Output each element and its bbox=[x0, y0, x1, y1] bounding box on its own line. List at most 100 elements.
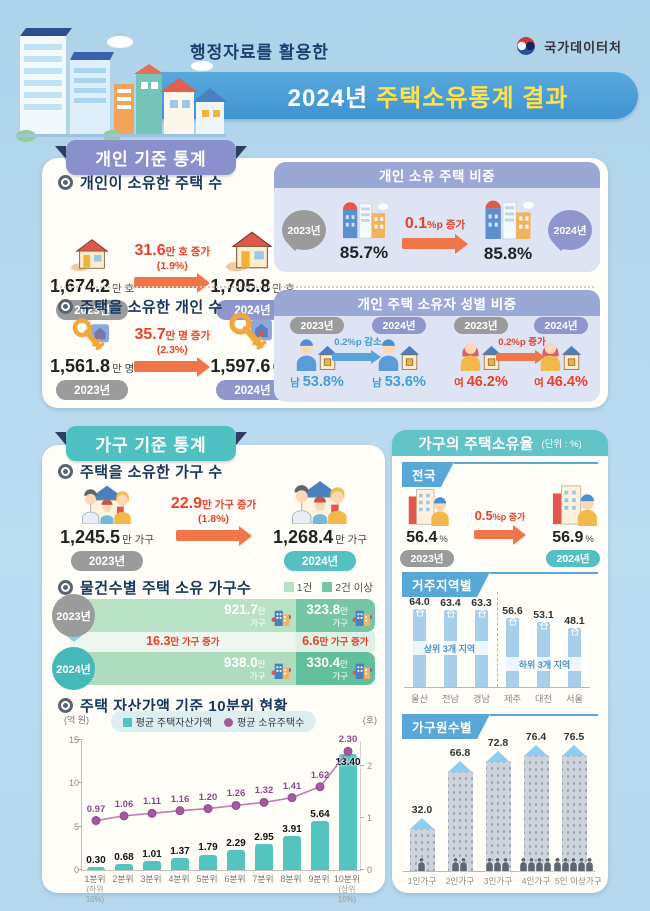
bar bbox=[115, 864, 133, 870]
mini-buildings-icon bbox=[352, 663, 372, 679]
right-tick: 2 bbox=[366, 761, 372, 771]
housing-count-title-row: 개인이 소유한 주택 수 bbox=[58, 172, 223, 193]
size-x-label: 2인가구 bbox=[445, 876, 475, 886]
national-tab-row: 전국 bbox=[402, 462, 598, 487]
property-count-chart: 921.7만 가구 323.8만 가구 2023년 16.3만 가구 증가 6.6만 가구 … bbox=[52, 594, 375, 690]
bar-value-label: 0.68 bbox=[114, 852, 134, 864]
house-glyph-icon bbox=[446, 609, 455, 618]
buildings-icon bbox=[343, 201, 388, 239]
page-title: 주택소유통계 결과 bbox=[376, 85, 569, 112]
agency-name: 국가데이터처 bbox=[544, 39, 622, 55]
person-icon bbox=[535, 857, 544, 872]
share-change-value: 0.1 bbox=[404, 215, 428, 232]
building-person-icon bbox=[552, 485, 597, 526]
owner-change-unit: 만 명 증가 bbox=[165, 330, 211, 342]
person-icon bbox=[485, 857, 494, 872]
national-2023-block: 56.4% 2023년 bbox=[400, 486, 454, 567]
family-house-icon bbox=[81, 485, 131, 524]
buildings-illustration bbox=[16, 28, 227, 142]
region-plot-area: 64.0 63.4 63.3 56.6 53.1 48.1 상위 3개 지역 하위 3개 지역 bbox=[404, 592, 590, 688]
decrease-arrow-icon bbox=[332, 353, 372, 361]
national-2024-block: 56.9% 2024년 bbox=[546, 482, 600, 567]
female-change-value: 0.2 bbox=[498, 337, 512, 348]
owner-count-title-row: 주택을 소유한 개인 수 bbox=[58, 296, 223, 317]
legend-item: 2건 이상 bbox=[322, 580, 373, 595]
tick-mark bbox=[78, 739, 82, 740]
property-count-legend: 1건 2건 이상 bbox=[283, 580, 373, 595]
ribbon-fold-right bbox=[236, 146, 247, 159]
tick-mark bbox=[78, 869, 82, 870]
change-strip: 16.3만 가구 증가 6.6만 가구 증가 bbox=[70, 632, 375, 652]
line-value-label: 1.41 bbox=[282, 780, 302, 792]
x-category-label: 2분위 bbox=[112, 874, 134, 884]
male-change-unit: %p 감소 bbox=[347, 337, 382, 348]
person-icon bbox=[553, 857, 562, 872]
female-house-icon bbox=[540, 342, 582, 371]
person-icon bbox=[501, 857, 510, 872]
bar-house-glyph bbox=[570, 623, 580, 641]
increase-arrow-icon bbox=[134, 277, 199, 288]
line-value-label: 1.16 bbox=[170, 793, 190, 805]
region-x-label: 전남 bbox=[441, 694, 460, 704]
segment-icon bbox=[352, 608, 372, 631]
male-2024-value: 53.6% bbox=[384, 374, 426, 390]
national-stats: 56.4% 2023년 0.5%p 증가 56.9% 2024년 bbox=[398, 482, 602, 567]
tick-mark bbox=[360, 869, 364, 870]
region-value-label: 63.3 bbox=[471, 596, 492, 609]
household-section-ribbon: 가구 기준 통계 bbox=[66, 426, 236, 461]
person-icon bbox=[585, 857, 594, 872]
national-2024-value: 56.9 bbox=[552, 529, 584, 546]
line-value-label: 1.62 bbox=[310, 769, 330, 781]
household-count-stats: 1,245.5 만 가구 2023년 22.9만 가구 증가 (1.8%) 1,2… bbox=[52, 481, 375, 571]
bar-value-label: 0.30 bbox=[86, 855, 106, 867]
line-value-label: 1.20 bbox=[198, 791, 218, 803]
by-count-title: 물건수별 주택 소유 가구수 bbox=[80, 580, 252, 597]
x-category-label: 6분위 bbox=[224, 874, 246, 884]
x-category-label: 5분위 bbox=[196, 874, 218, 884]
bullet-icon bbox=[58, 698, 73, 713]
bar bbox=[283, 836, 301, 870]
x-category-label: 8분위 bbox=[280, 874, 302, 884]
property-count-row: 921.7만 가구 323.8만 가구 2023년 bbox=[52, 594, 375, 637]
male-label: 남 bbox=[372, 377, 382, 389]
housing-change: 31.6만 호 증가 (1.9%) bbox=[134, 242, 210, 290]
by-count-title-row: 물건수별 주택 소유 가구수 bbox=[58, 577, 251, 598]
bar-house-glyph bbox=[415, 604, 425, 622]
female-label: 여 bbox=[534, 377, 544, 389]
line-value-label: 1.32 bbox=[254, 785, 274, 797]
change-label: 16.3만 가구 증가 bbox=[146, 634, 220, 648]
person-group bbox=[417, 857, 426, 872]
header-tagline: 행정자료를 활용한 bbox=[190, 43, 329, 62]
size-x-label: 4인가구 bbox=[521, 876, 551, 886]
stacked-bar: 921.7만 가구 323.8만 가구 bbox=[70, 599, 375, 632]
line-value-label: 0.97 bbox=[86, 803, 106, 815]
x-category-label: 10분위 (상위10%) bbox=[334, 874, 360, 904]
household-2023-block: 1,245.5 만 가구 2023년 bbox=[60, 482, 154, 571]
segment-one-value: 921.7만 가구 bbox=[224, 602, 266, 628]
segment-icon bbox=[352, 661, 372, 684]
share-2024-block: 85.8% bbox=[481, 196, 535, 264]
female-change: 0.2%p 증가 bbox=[496, 334, 548, 363]
legend-swatch bbox=[122, 718, 132, 727]
x-category-label: 7분위 bbox=[252, 874, 274, 884]
building-body bbox=[561, 755, 587, 871]
increase-arrow-icon bbox=[134, 361, 199, 372]
size-value-label: 76.5 bbox=[563, 730, 585, 743]
bar bbox=[87, 867, 105, 870]
national-change-unit: %p 증가 bbox=[492, 512, 526, 522]
left-tick: 5 bbox=[73, 821, 79, 832]
region-value-label: 48.1 bbox=[564, 615, 585, 628]
share-2023-block: 85.7% bbox=[339, 198, 389, 263]
male-2023-value: 53.8% bbox=[302, 374, 344, 390]
size-x-labels: 1인가구 2인가구 3인가구 4인가구 5인 이상가구 bbox=[403, 872, 602, 887]
bar-value-label: 1.01 bbox=[142, 849, 162, 861]
tick-mark bbox=[360, 765, 364, 766]
size-value-label: 66.8 bbox=[449, 746, 471, 759]
segment-multi-value: 330.4만 가구 bbox=[306, 655, 348, 681]
person-icon bbox=[493, 857, 502, 872]
region-value-label: 56.6 bbox=[502, 605, 523, 618]
increase-arrow-icon bbox=[474, 530, 514, 539]
person-icon bbox=[543, 857, 552, 872]
decile-x-labels: 1분위 (하위10%) 2분위 3분위 4분위 5분위 6분위 7분위 8분위 9분위 10분위 (상… bbox=[81, 871, 361, 904]
mini-buildings-icon bbox=[271, 663, 291, 679]
